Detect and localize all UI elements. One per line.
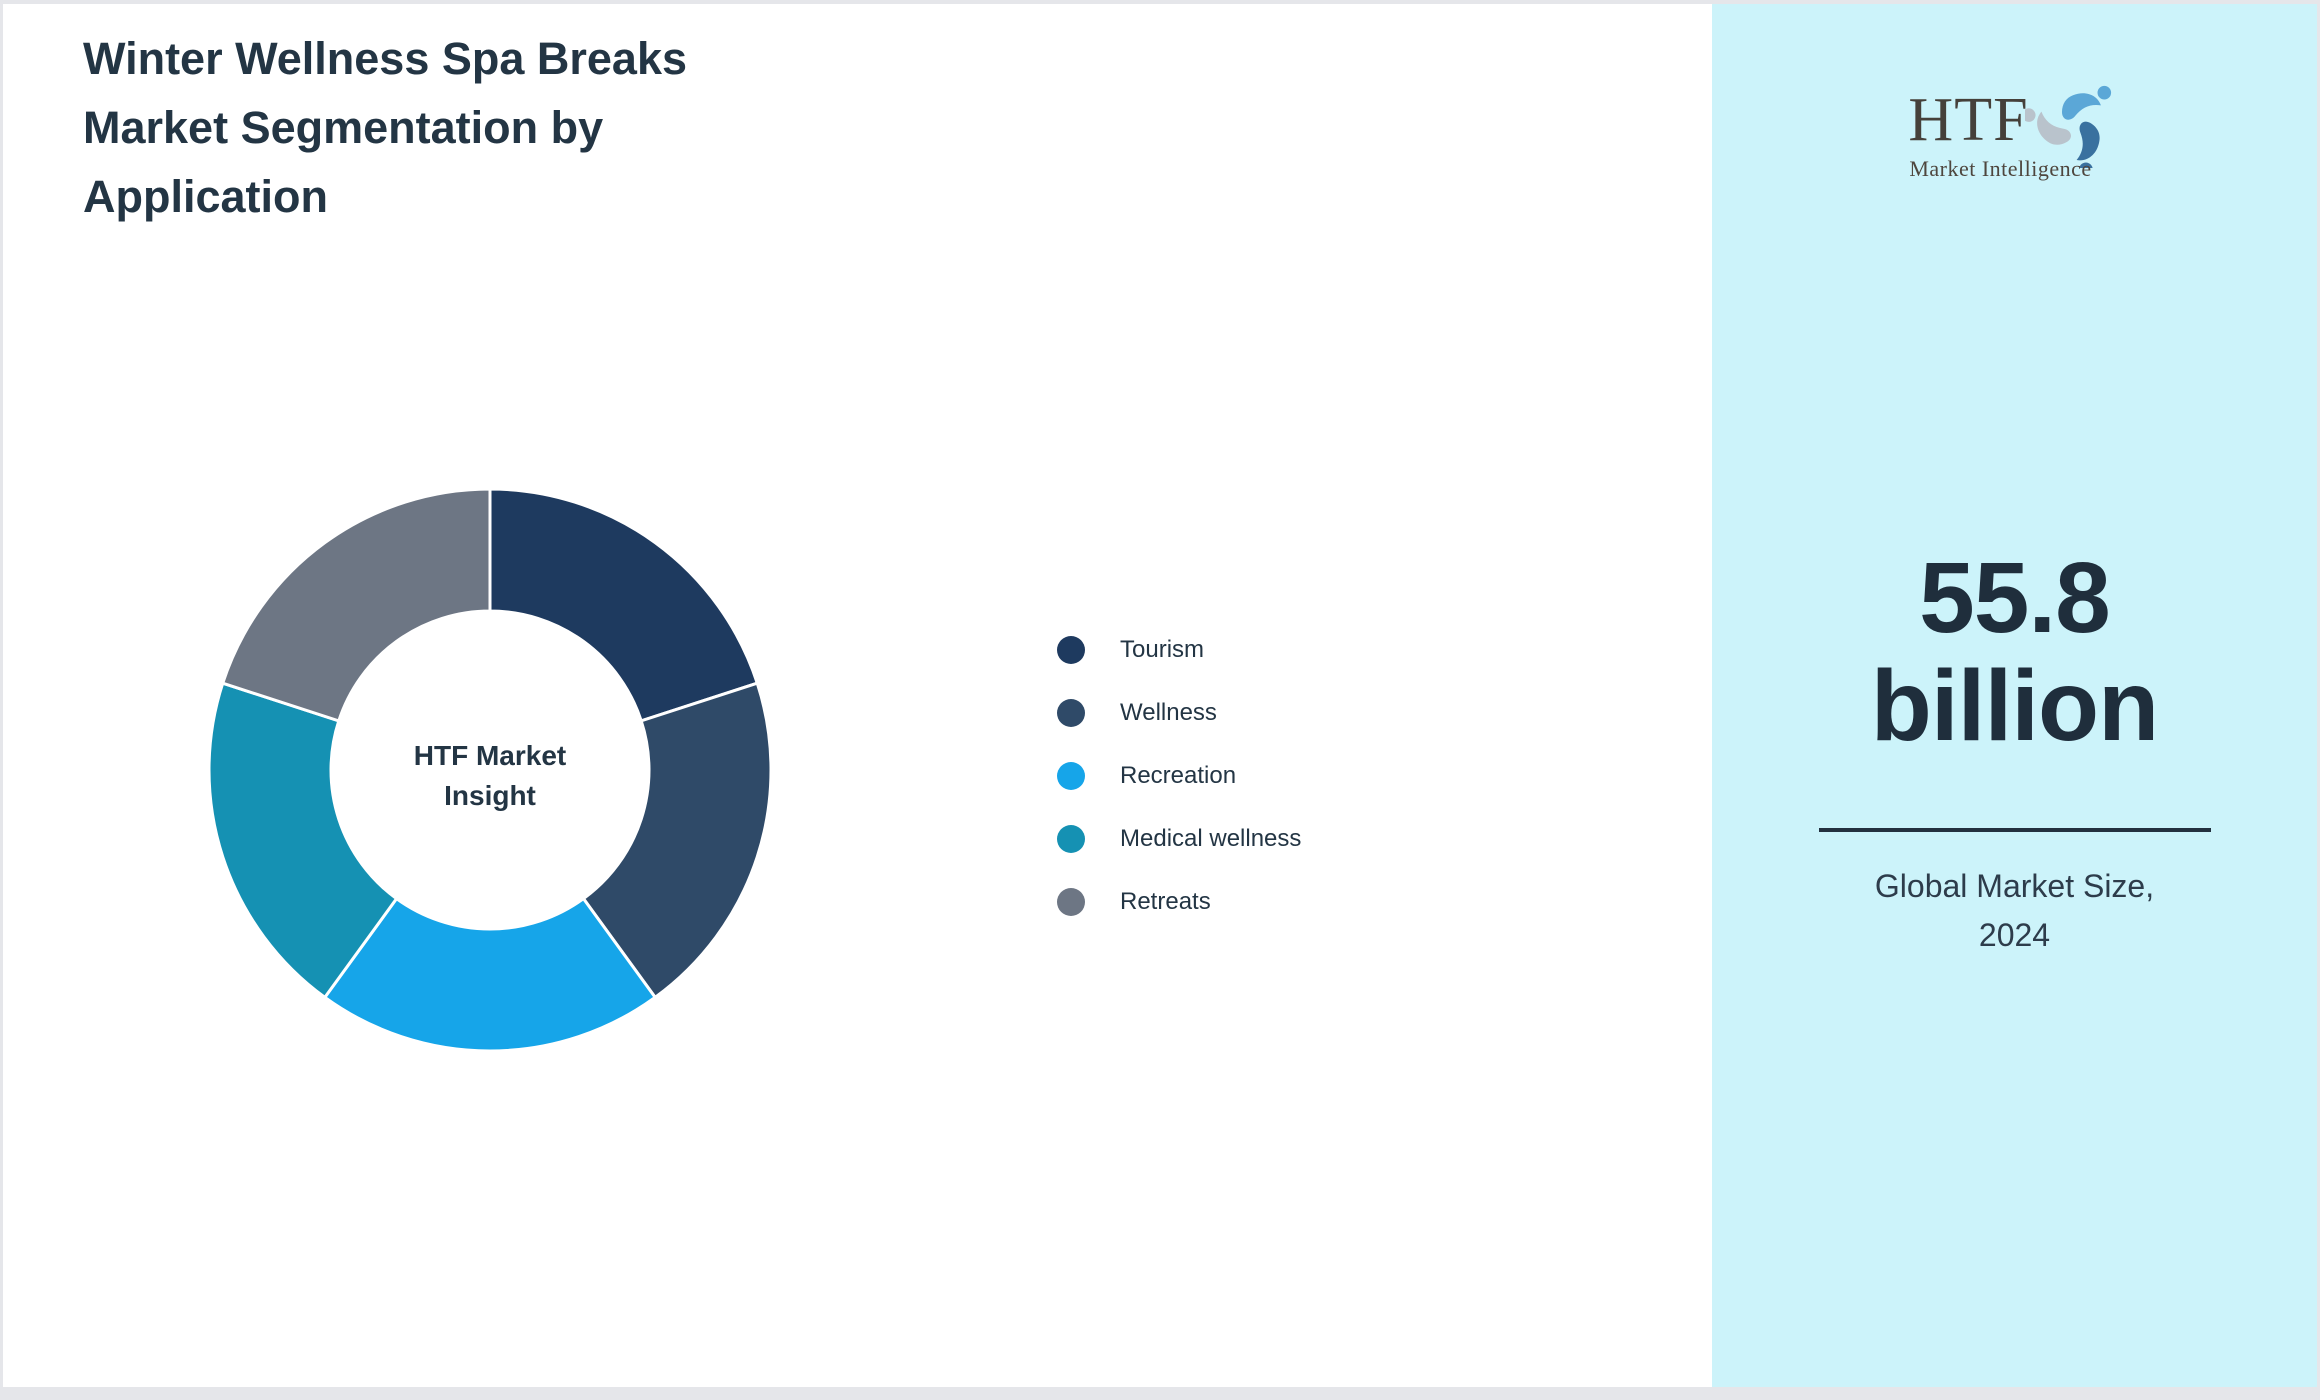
market-size-caption-line: Global Market Size,	[1874, 868, 2155, 904]
market-size-value-line: billion	[1870, 650, 2159, 762]
chart-legend: Tourism Wellness Recreation Medical wellnes…	[1057, 618, 1301, 933]
chart-title-line: Application	[83, 171, 328, 222]
legend-dot-retreats	[1057, 887, 1085, 916]
legend-label-retreats: Retreats	[1120, 887, 1211, 915]
legend-item-tourism: Tourism	[1057, 618, 1301, 681]
logo-subtext: Market Intelligence	[1909, 156, 2092, 181]
divider-line	[1818, 828, 2211, 832]
htf-logo-row: HTF	[1712, 85, 2317, 168]
infographic-card: Winter Wellness Spa Breaks Market Segmen…	[3, 4, 2317, 1387]
legend-label-medical-wellness: Medical wellness	[1120, 824, 1302, 852]
legend-label-wellness: Wellness	[1120, 698, 1217, 726]
legend-dot-medical-wellness	[1057, 824, 1085, 853]
chart-title: Winter Wellness Spa Breaks Market Segmen…	[83, 24, 687, 231]
legend-item-retreats: Retreats	[1057, 870, 1301, 933]
logo-swirl-icon	[2024, 85, 2111, 168]
legend-label-recreation: Recreation	[1120, 761, 1237, 789]
donut-segment-recreation	[322, 896, 658, 1053]
chart-title-line: Market Segmentation by	[83, 102, 604, 153]
legend-item-medical-wellness: Medical wellness	[1057, 807, 1301, 870]
donut-chart: HTF Market Insight	[180, 460, 800, 1080]
chart-title-line: Winter Wellness Spa Breaks	[83, 33, 688, 84]
legend-dot-tourism	[1057, 635, 1085, 664]
legend-dot-wellness	[1057, 698, 1085, 727]
market-size-caption-line: 2024	[1978, 917, 2051, 953]
market-size-value-line: 55.8	[1919, 542, 2111, 654]
logo-text: HTF	[1908, 86, 2029, 154]
legend-item-wellness: Wellness	[1057, 681, 1301, 744]
htf-logo: HTF Market Intelligence	[1712, 85, 2317, 182]
legend-label-tourism: Tourism	[1120, 635, 1205, 663]
donut-chart-svg	[207, 487, 773, 1053]
donut-segment-retreats	[220, 487, 492, 723]
market-size-value: 55.8 billion	[1712, 544, 2317, 760]
market-size-caption: Global Market Size, 2024	[1712, 862, 2317, 960]
legend-item-recreation: Recreation	[1057, 744, 1301, 807]
donut-segment-wellness	[581, 681, 773, 1000]
donut-segment-medical-wellness	[207, 681, 399, 1000]
donut-segment-tourism	[488, 487, 760, 723]
right-panel: HTF Market Intelligence	[1712, 4, 2317, 1387]
legend-dot-recreation	[1057, 761, 1085, 790]
